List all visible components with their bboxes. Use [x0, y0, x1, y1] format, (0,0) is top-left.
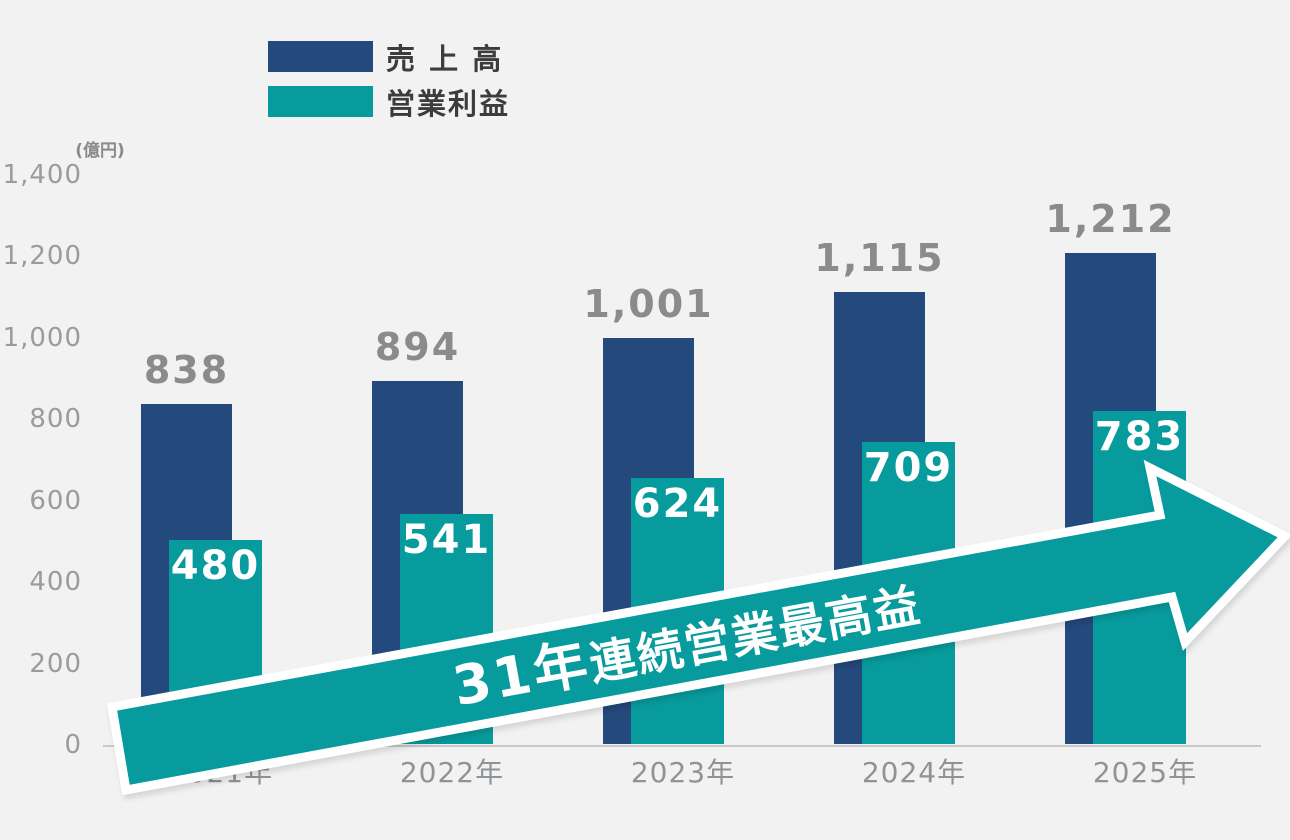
- x-axis-label-2024年: 2024年: [861, 756, 967, 789]
- y-tick-1400: 1,400: [2, 160, 82, 190]
- value-label-sales-2024年: 1,115: [814, 235, 945, 280]
- value-label-sales-2022年: 894: [374, 325, 461, 370]
- x-axis-label-2022年: 2022年: [399, 756, 505, 789]
- y-tick-0: 0: [64, 730, 82, 760]
- y-tick-200: 200: [29, 648, 82, 679]
- value-label-profit-2023年: 624: [632, 481, 723, 528]
- value-label-profit-2025年: 783: [1094, 413, 1185, 460]
- value-label-sales-2021年: 838: [143, 348, 230, 393]
- legend-item-sales: 売 上 高: [268, 41, 510, 76]
- y-tick-1000: 1,000: [2, 322, 82, 353]
- value-label-profit-2022年: 541: [401, 516, 492, 563]
- legend-label-sales: 売 上 高: [386, 41, 504, 76]
- x-axis-label-2021年: 2021年: [168, 756, 274, 789]
- x-axis-label-2025年: 2025年: [1092, 756, 1198, 789]
- y-tick-400: 400: [29, 567, 82, 598]
- bar-profit-2025年: [1093, 410, 1186, 744]
- y-axis-unit-label: (億円): [75, 141, 125, 161]
- y-tick-1200: 1,200: [2, 241, 82, 272]
- value-label-sales-2023年: 1,001: [583, 282, 714, 327]
- y-tick-600: 600: [29, 485, 82, 516]
- y-tick-800: 800: [29, 404, 82, 435]
- value-label-sales-2025年: 1,212: [1045, 196, 1176, 241]
- legend-item-profit: 営業利益: [268, 86, 510, 121]
- legend: 売 上 高 営業利益: [268, 41, 510, 131]
- legend-swatch-profit: [268, 86, 373, 117]
- value-label-profit-2021年: 480: [170, 542, 261, 589]
- x-axis-label-2023年: 2023年: [630, 756, 736, 789]
- value-label-profit-2024年: 709: [863, 445, 954, 492]
- arrow-annotation-big-text: 31年: [448, 631, 596, 719]
- legend-label-profit: 営業利益: [386, 86, 511, 121]
- legend-swatch-sales: [268, 41, 373, 72]
